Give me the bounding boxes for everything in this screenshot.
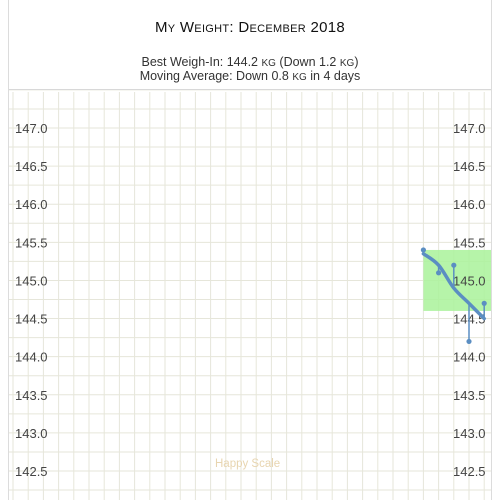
chart-card: 147.0 147.0 146.5 146.5 146.0 146.0 145.5 145.5… (8, 0, 492, 500)
y-tick-label-right: 146.0 (453, 197, 486, 212)
watermark: Happy Scale (215, 458, 280, 470)
y-tick-label-left: 146.0 (15, 197, 48, 212)
y-tick-label-right: 147.0 (453, 121, 486, 136)
weigh-in-point (436, 270, 442, 276)
y-tick-label-right: 143.5 (453, 388, 486, 403)
y-tick-label-left: 143.5 (15, 388, 48, 403)
weight-chart: 147.0 147.0 146.5 146.5 146.0 146.0 145.5 145.5… (9, 89, 491, 500)
y-tick-label-right: 145.5 (453, 235, 486, 250)
y-tick-label-left: 145.0 (15, 273, 48, 288)
chart-header: My Weight: December 2018 Best Weigh-In: … (9, 0, 491, 90)
best-weigh-in: Best Weigh-In: 144.2 kg (Down 1.2 kg) (141, 55, 359, 69)
y-tick-label-right: 146.5 (453, 159, 486, 174)
moving-average-line (421, 252, 486, 321)
y-tick-label-left: 142.5 (15, 464, 48, 479)
y-tick-label-right: 143.0 (453, 426, 486, 441)
weigh-in-point (451, 262, 457, 268)
weigh-in-point (481, 300, 487, 306)
y-tick-label-left: 145.5 (15, 235, 48, 250)
weigh-in-point (466, 338, 472, 345)
y-tick-label-left: 147.0 (15, 121, 48, 136)
y-tick-label-left: 146.5 (15, 159, 48, 174)
chart-title: My Weight: December 2018 (154, 19, 346, 36)
y-tick-label-left: 143.0 (15, 426, 48, 441)
y-tick-label-left: 144.0 (15, 350, 48, 365)
moving-average: Moving Average: Down 0.8 kg in 4 days (139, 69, 361, 83)
y-tick-label-right: 144.0 (453, 350, 486, 365)
weigh-in-point (420, 247, 426, 253)
y-tick-label-right: 145.0 (453, 273, 486, 288)
y-tick-label-left: 144.5 (15, 312, 48, 327)
y-tick-label-right: 142.5 (453, 464, 486, 479)
